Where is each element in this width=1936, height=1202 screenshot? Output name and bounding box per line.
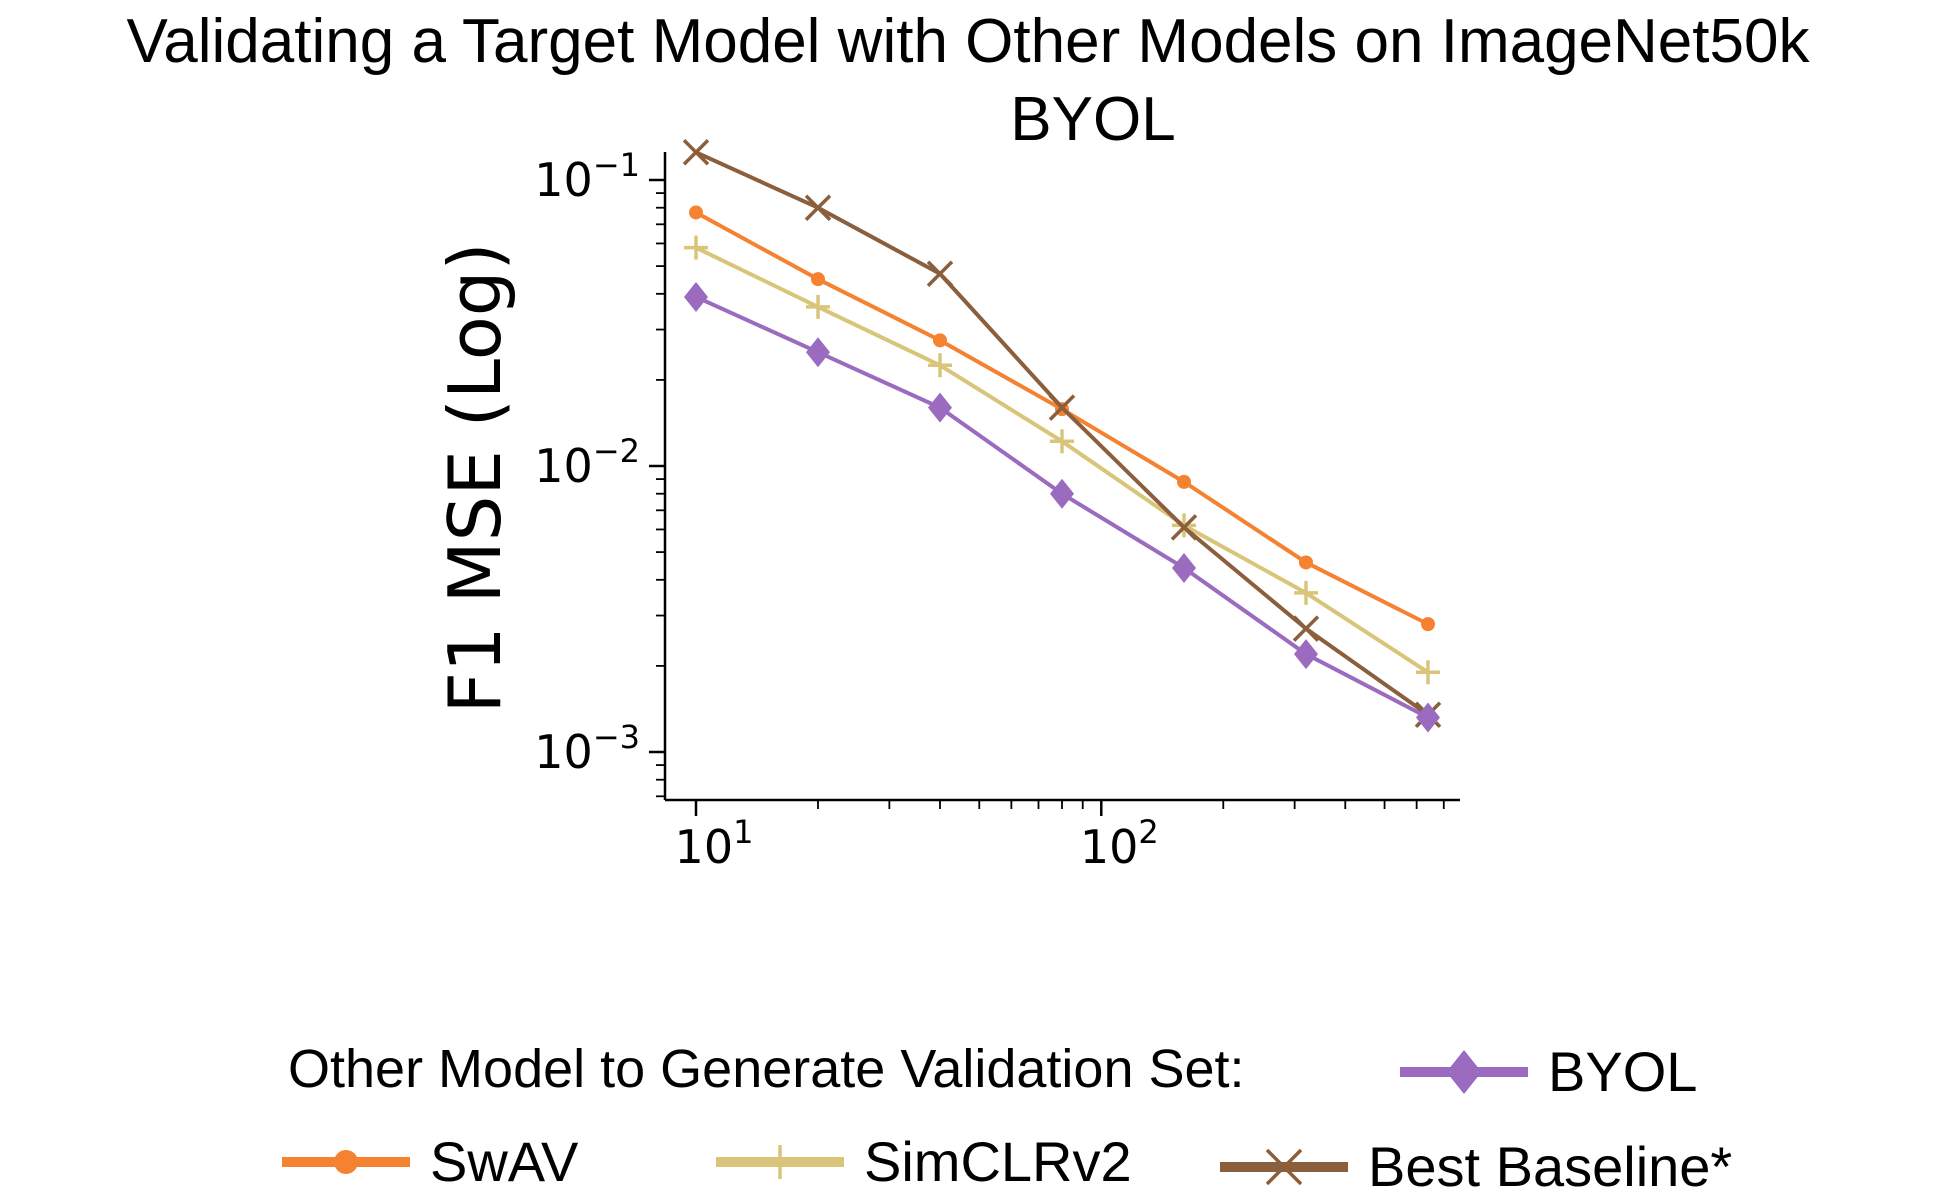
legend-marker-byol (1446, 1050, 1482, 1094)
data-point-byol (684, 281, 708, 312)
data-point-byol (928, 392, 952, 423)
chart-title: Validating a Target Model with Other Mod… (127, 7, 1811, 76)
legend-label-swav: SwAV (430, 1130, 579, 1193)
legend-marker-best-baseline (1265, 1148, 1303, 1186)
x-tick-label: 102 (1080, 813, 1159, 874)
data-point-byol (1050, 478, 1074, 509)
data-point-simclrv2 (684, 235, 708, 260)
data-point-best-baseline (926, 260, 954, 288)
data-point-simclrv2 (1294, 580, 1318, 605)
data-point-swav (1177, 474, 1191, 489)
legend-title: Other Model to Generate Validation Set: (288, 1039, 1245, 1099)
data-point-swav (689, 205, 703, 220)
y-axis-label: F1 MSE (Log) (433, 242, 517, 713)
x-tick-label: 101 (675, 813, 754, 874)
plot-area (682, 139, 1442, 733)
data-point-byol (1416, 702, 1440, 733)
data-point-swav (933, 333, 947, 348)
legend-marker-simclrv2 (763, 1145, 797, 1179)
data-point-simclrv2 (928, 353, 952, 378)
axes: 101 102 10−1 10−2 10−3 (534, 146, 1460, 874)
legend-label-byol: BYOL (1548, 1040, 1697, 1103)
legend-marker-swav (334, 1150, 358, 1174)
data-point-byol (1294, 639, 1318, 670)
legend: Other Model to Generate Validation Set: … (282, 1039, 1732, 1198)
data-point-best-baseline (1048, 394, 1076, 421)
series-line-swav (695, 210, 1429, 626)
data-point-swav (1421, 617, 1435, 632)
y-tick-label: 10−3 (534, 718, 640, 779)
chart-subtitle: BYOL (1010, 85, 1175, 154)
data-point-simclrv2 (806, 294, 830, 319)
y-tick-label: 10−2 (534, 432, 640, 493)
data-point-simclrv2 (1050, 429, 1074, 454)
series-line-simclrv2 (695, 245, 1430, 674)
data-point-best-baseline (804, 194, 832, 221)
data-point-best-baseline (682, 139, 710, 166)
data-point-simclrv2 (1416, 660, 1440, 685)
data-point-swav (811, 272, 825, 287)
data-point-best-baseline (1170, 514, 1198, 541)
y-tick-label: 10−1 (534, 146, 640, 207)
legend-label-best-baseline: Best Baseline* (1368, 1135, 1732, 1198)
legend-label-simclrv2: SimCLRv2 (864, 1130, 1132, 1193)
data-point-best-baseline (1292, 615, 1320, 642)
data-point-byol (1172, 552, 1196, 583)
data-point-swav (1299, 555, 1313, 570)
data-point-byol (806, 337, 830, 368)
